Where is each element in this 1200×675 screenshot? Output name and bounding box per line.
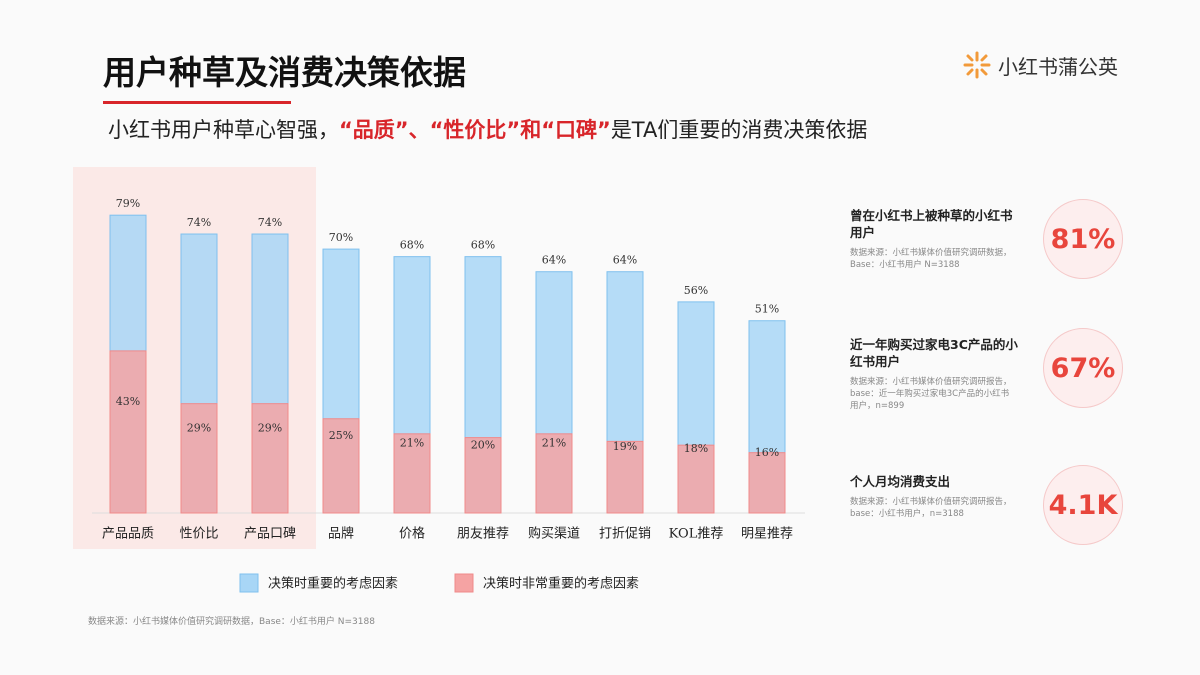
stat-label: 近一年购买过家电3C产品的小红书用户 bbox=[850, 337, 1018, 369]
value-label: 68% bbox=[471, 239, 495, 252]
stat-label: 个人月均消费支出 bbox=[850, 474, 951, 489]
circle: 81% bbox=[1043, 199, 1123, 279]
bar bbox=[535, 433, 573, 514]
legend-label: 决策时非常重要的考虑因素 bbox=[483, 576, 639, 592]
bar bbox=[393, 433, 431, 514]
chart: 79% 43% 产品品质 74% 29% 性价比 74% 29% 产品口碑 70% 25% 品牌 68%… bbox=[92, 197, 805, 593]
value-label: 21% bbox=[542, 436, 566, 449]
logo-icon bbox=[963, 51, 991, 79]
value-label: 56% bbox=[684, 284, 708, 297]
bar bbox=[606, 440, 644, 514]
footnote: 数据来源：小红书媒体价值研究调研数据，Base：小红书用户 N=3188 bbox=[88, 617, 375, 627]
value-label: 68% bbox=[400, 239, 424, 252]
bar bbox=[464, 437, 502, 514]
stat-note: 数据来源：小红书媒体价值研究调研数据，Base：小红书用户 N=3188 bbox=[850, 248, 1012, 270]
legend-swatch bbox=[454, 573, 474, 593]
subtitle-highlight: “品质”、“性价比”和“口碑” bbox=[339, 118, 611, 142]
value-label: 64% bbox=[613, 254, 637, 267]
value-label: 70% bbox=[329, 231, 353, 244]
x-tick-label: 价格 bbox=[399, 526, 425, 542]
logo-text: 小红书蒲公英 bbox=[998, 54, 1118, 79]
value-label: 16% bbox=[755, 446, 779, 459]
value-label: 43% bbox=[116, 395, 140, 408]
stat-card: 曾在小红书上被种草的小红书用户数据来源：小红书媒体价值研究调研数据，Base：小… bbox=[850, 207, 1020, 271]
value-label: 18% bbox=[684, 442, 708, 455]
stat-note: 数据来源：小红书媒体价值研究调研报告，base：小红书用户，n=3188 bbox=[850, 497, 1012, 519]
circle: 67% bbox=[1043, 328, 1123, 408]
value-label: 25% bbox=[329, 429, 353, 442]
x-tick-label: 打折促销 bbox=[599, 527, 651, 542]
stat-note: 数据来源：小红书媒体价值研究调研报告，base：近一年购买过家电3C产品的小红书… bbox=[850, 377, 1012, 411]
legend-swatch bbox=[239, 573, 259, 593]
bar bbox=[251, 403, 289, 514]
legend-label: 决策时重要的考虑因素 bbox=[268, 576, 398, 592]
value-label: 74% bbox=[258, 216, 282, 229]
bar bbox=[677, 444, 715, 514]
circle: 4.1K bbox=[1043, 465, 1123, 545]
bar bbox=[109, 350, 147, 514]
stat-card: 近一年购买过家电3C产品的小红书用户 数据来源：小红书媒体价值研究调研报告，bas… bbox=[850, 336, 1020, 412]
x-tick-label: 性价比 bbox=[179, 527, 218, 542]
x-tick-label: 购买渠道 bbox=[528, 526, 580, 542]
x-tick-label: 产品口碑 bbox=[244, 526, 296, 542]
x-tick-label: 品牌 bbox=[328, 526, 354, 542]
value-label: 64% bbox=[542, 254, 566, 267]
value-label: 74% bbox=[187, 216, 211, 229]
bar bbox=[180, 403, 218, 514]
value-label: 51% bbox=[755, 303, 779, 316]
title: 用户种草及消费决策依据 bbox=[103, 53, 466, 92]
value-label: 20% bbox=[471, 438, 495, 451]
value-label: 21% bbox=[400, 436, 424, 449]
value-label: 29% bbox=[258, 421, 282, 434]
value-label: 29% bbox=[187, 421, 211, 434]
value-label: 19% bbox=[613, 440, 637, 453]
subtitle-text: 是TA们重要的消费决策依据 bbox=[610, 118, 868, 142]
logo: 小红书蒲公英 bbox=[962, 50, 1118, 80]
stat-card: 个人月均消费支出数据来源：小红书媒体价值研究调研报告，base：小红书用户，n=… bbox=[850, 473, 1020, 520]
x-tick-label: 朋友推荐 bbox=[457, 526, 509, 542]
x-tick-label: 产品品质 bbox=[102, 527, 154, 542]
x-tick-label: KOL推荐 bbox=[669, 527, 724, 542]
x-tick-label: 明星推荐 bbox=[741, 527, 793, 542]
subtitle-text: 小红书用户种草心智强， bbox=[108, 118, 339, 142]
stat-label: 曾在小红书上被种草的小红书用户 bbox=[850, 208, 1013, 240]
value-label: 79% bbox=[116, 197, 140, 210]
title-underline bbox=[103, 101, 291, 104]
bar bbox=[322, 418, 360, 514]
subtitle: 小红书用户种草心智强，“品质”、“性价比”和“口碑”是TA们重要的消费决策依据 bbox=[108, 114, 867, 144]
bar bbox=[748, 452, 786, 514]
